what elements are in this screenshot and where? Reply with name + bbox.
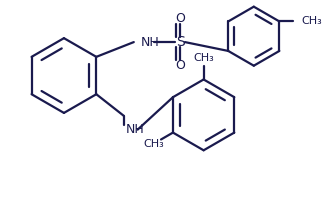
Text: CH₃: CH₃ — [144, 139, 164, 149]
Text: S: S — [176, 35, 184, 49]
Text: NH: NH — [126, 123, 145, 136]
Text: NH: NH — [141, 36, 160, 49]
Text: CH₃: CH₃ — [193, 53, 214, 63]
Text: O: O — [175, 12, 185, 25]
Text: CH₃: CH₃ — [301, 16, 322, 26]
Text: O: O — [175, 59, 185, 72]
